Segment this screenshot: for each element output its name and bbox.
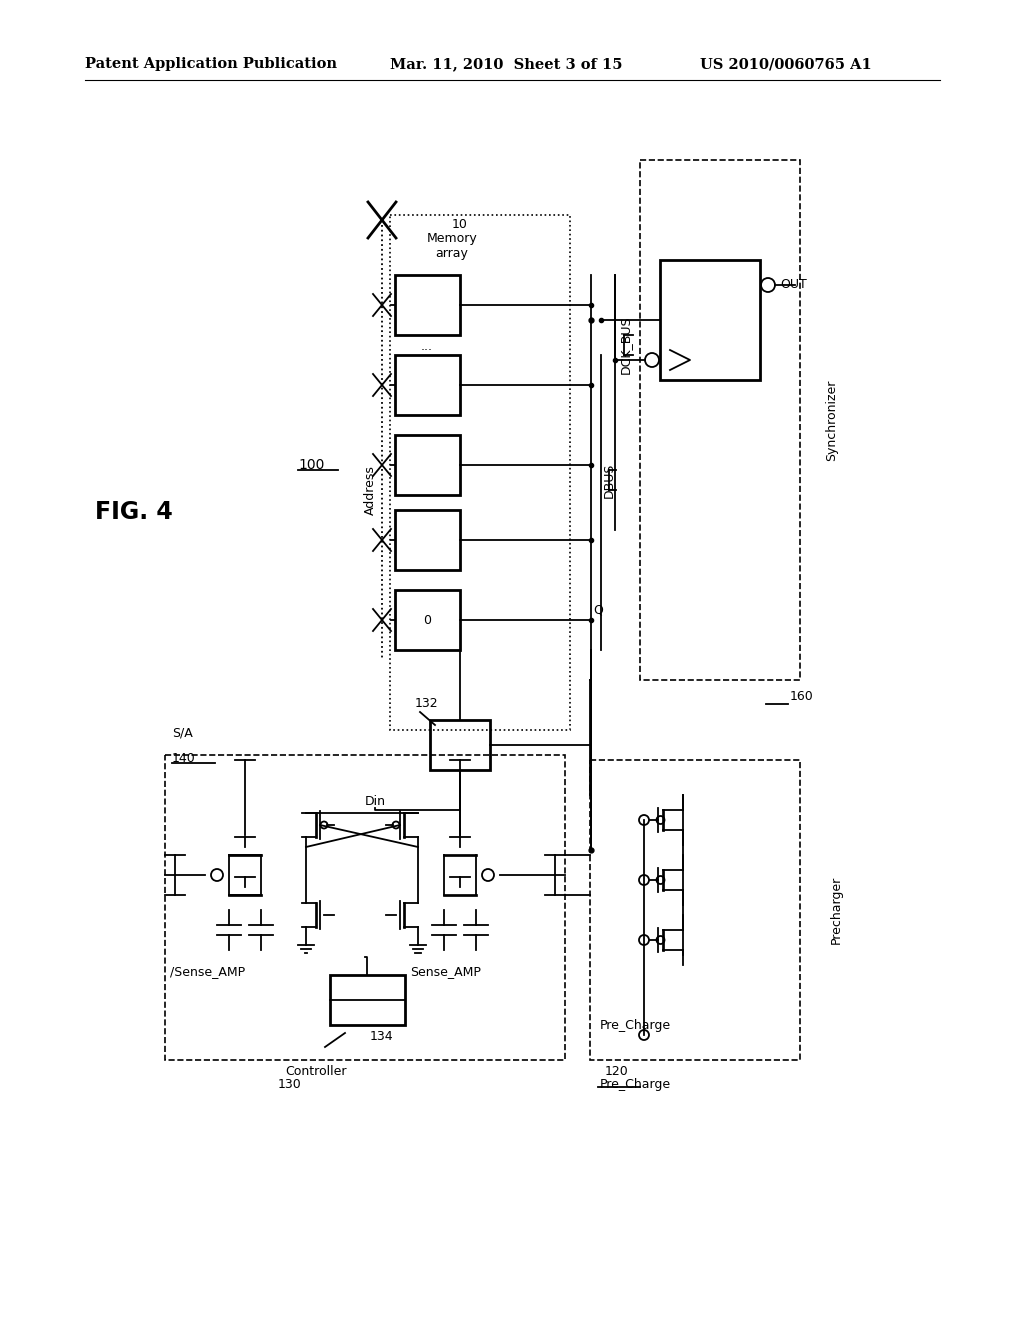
Bar: [165, 755, 565, 1060]
Text: Mar. 11, 2010  Sheet 3 of 15: Mar. 11, 2010 Sheet 3 of 15: [390, 57, 623, 71]
Text: US 2010/0060765 A1: US 2010/0060765 A1: [700, 57, 871, 71]
Text: ...: ...: [421, 341, 433, 352]
Text: Q: Q: [593, 603, 603, 616]
Text: 160: 160: [790, 690, 814, 704]
Bar: [395, 436, 460, 495]
Text: OUT: OUT: [780, 279, 807, 292]
Text: 10: 10: [452, 218, 468, 231]
Bar: [330, 975, 406, 1026]
Text: Din: Din: [365, 795, 385, 808]
Text: 0: 0: [423, 614, 431, 627]
Text: DCK_BUS: DCK_BUS: [618, 315, 632, 375]
Text: Memory
array: Memory array: [427, 232, 477, 260]
Text: /Sense_AMP: /Sense_AMP: [170, 965, 245, 978]
Text: FIG. 4: FIG. 4: [95, 500, 173, 524]
Text: Sense_AMP: Sense_AMP: [410, 965, 481, 978]
Text: 120: 120: [605, 1065, 629, 1078]
Bar: [390, 215, 570, 730]
Text: Synchronizer: Synchronizer: [825, 379, 838, 461]
Text: S/A: S/A: [172, 727, 193, 741]
Text: 140: 140: [172, 752, 196, 766]
Bar: [430, 719, 490, 770]
Bar: [395, 275, 460, 335]
Text: 100: 100: [298, 458, 325, 473]
Text: Address: Address: [364, 465, 377, 515]
Text: Pre_Charge: Pre_Charge: [600, 1019, 671, 1031]
Text: Precharger: Precharger: [830, 876, 843, 944]
Text: Pre_Charge: Pre_Charge: [600, 1078, 671, 1092]
Bar: [590, 760, 800, 1060]
Text: 132: 132: [415, 697, 438, 710]
Text: Patent Application Publication: Patent Application Publication: [85, 57, 337, 71]
Text: DBUS: DBUS: [603, 462, 616, 498]
Bar: [395, 510, 460, 570]
Bar: [640, 160, 800, 680]
Bar: [395, 590, 460, 649]
Text: 134: 134: [370, 1030, 393, 1043]
Bar: [395, 355, 460, 414]
Bar: [660, 260, 760, 380]
Text: 130: 130: [278, 1078, 302, 1092]
Text: Controller: Controller: [285, 1065, 346, 1078]
